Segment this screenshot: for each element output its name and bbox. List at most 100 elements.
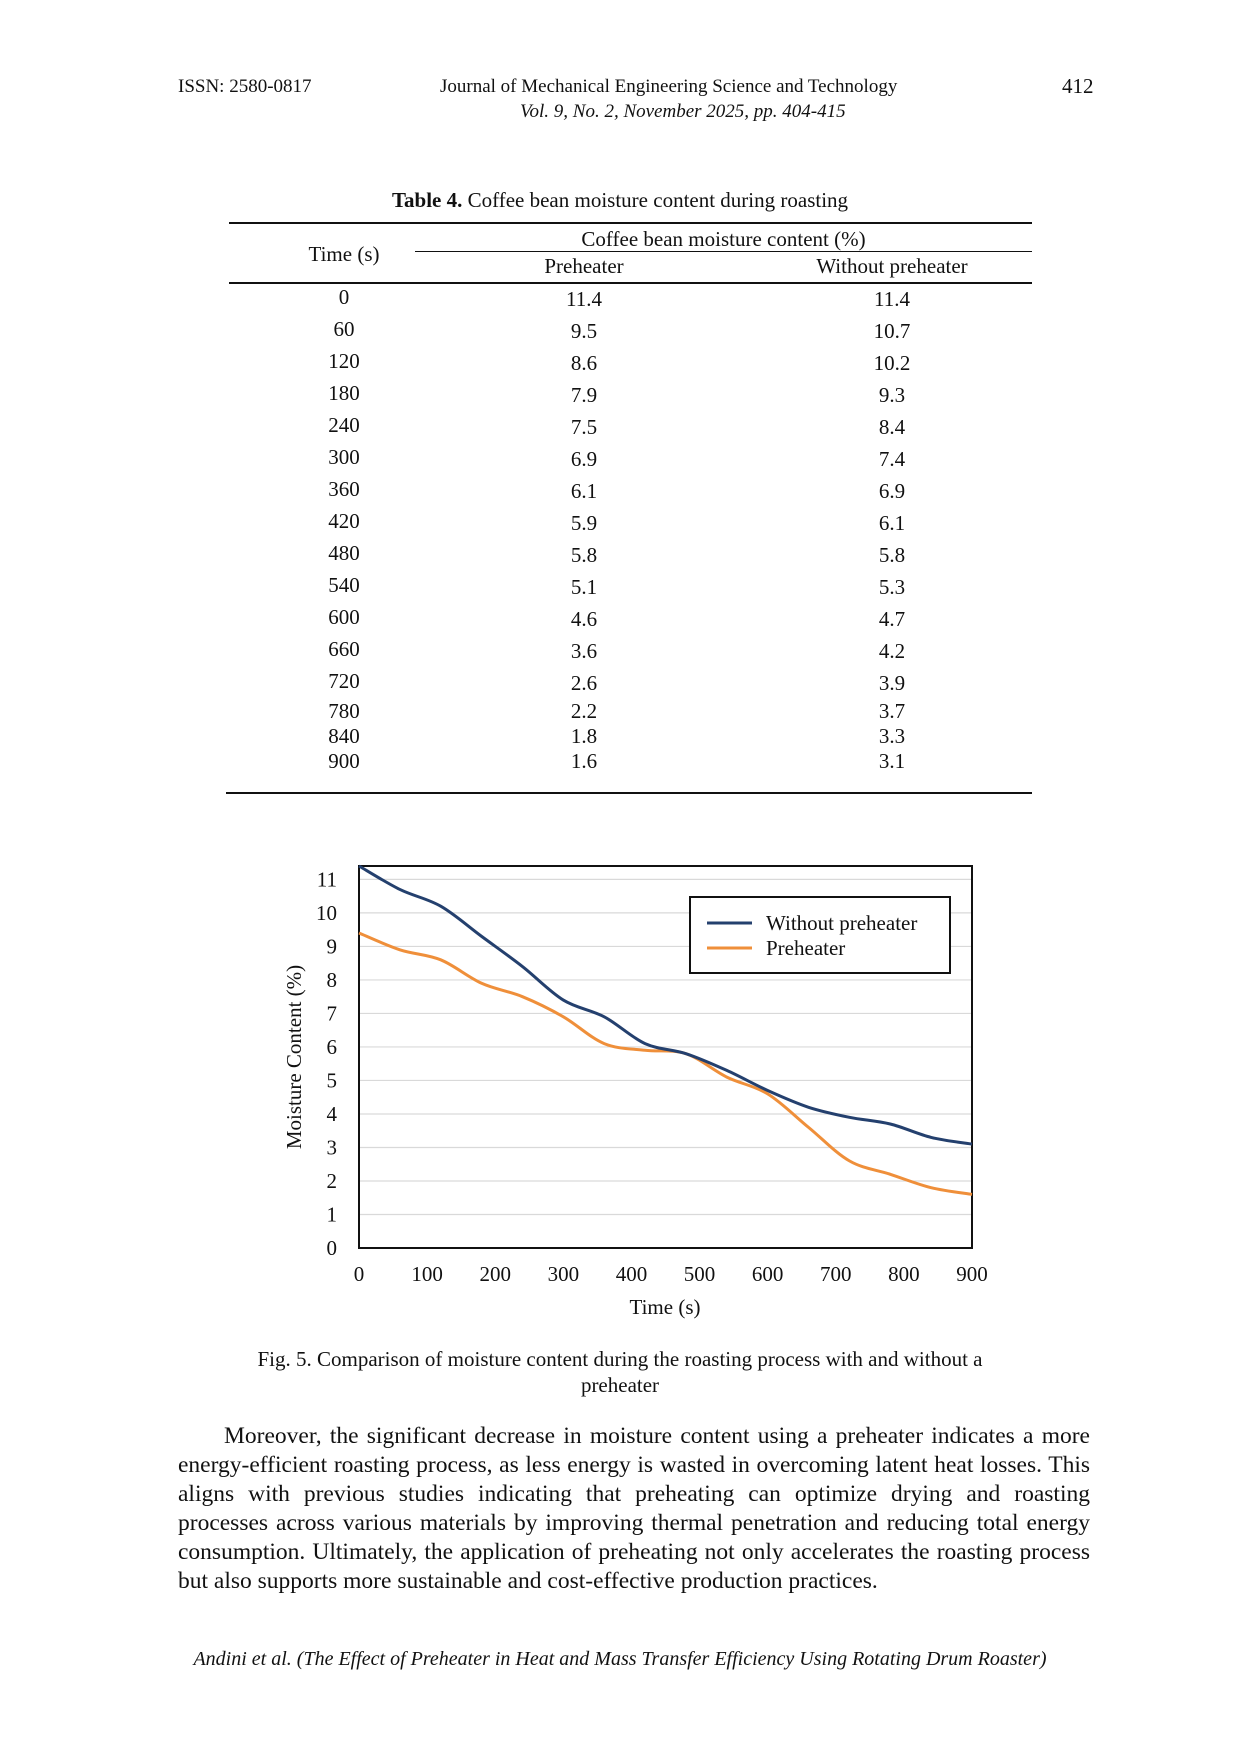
x-tick-label: 200: [479, 1262, 511, 1286]
y-tick-label: 6: [327, 1035, 338, 1059]
x-tick-label: 700: [820, 1262, 852, 1286]
table-cell-without-preheater: 11.4: [874, 287, 910, 311]
table-cell-preheater: 2.2: [570, 699, 598, 723]
table-cell-without-preheater: 3.1: [878, 749, 906, 773]
figure-caption-line-2: preheater: [580, 1373, 660, 1397]
legend-entry-preheater: Preheater: [766, 936, 845, 960]
y-tick-label: 3: [327, 1135, 338, 1159]
table-cell-preheater: 2.6: [570, 671, 598, 695]
x-tick-label: 800: [888, 1262, 920, 1286]
header-volume: Vol. 9, No. 2, November 2025, pp. 404-41…: [520, 101, 846, 122]
chart-gridlines: [359, 878, 972, 1216]
table-cell-preheater: 5.1: [570, 575, 598, 599]
table-cell-time: 720: [328, 669, 360, 693]
table-cell-time: 600: [328, 605, 360, 629]
table-cell-preheater: 4.6: [570, 607, 598, 631]
table-cell-without-preheater: 5.8: [878, 543, 906, 567]
table-cell-time: 540: [328, 573, 360, 597]
y-tick-label: 4: [327, 1102, 338, 1126]
x-axis-label: Time (s): [630, 1295, 701, 1319]
table-cell-preheater: 5.8: [570, 543, 598, 567]
table-cell-without-preheater: 4.7: [878, 607, 906, 631]
header-journal-title: Journal of Mechanical Engineering Scienc…: [440, 76, 898, 97]
legend-entry-without-preheater: Without preheater: [766, 911, 917, 935]
table-header-without-preheater: Without preheater: [816, 254, 968, 278]
table-cell-without-preheater: 3.9: [878, 671, 906, 695]
table-header-time: Time (s): [308, 242, 380, 266]
table-group-rule: [415, 251, 1032, 252]
table-cell-time: 360: [328, 477, 360, 501]
body-paragraph: Moreover, the significant decrease in mo…: [178, 1423, 1090, 1594]
table-cell-preheater: 6.9: [570, 447, 598, 471]
y-tick-label: 2: [327, 1169, 338, 1193]
table-cell-without-preheater: 6.9: [878, 479, 906, 503]
table-cell-time: 120: [328, 349, 360, 373]
series-line-preheater: [358, 931, 973, 1196]
table-cell-preheater: 6.1: [570, 479, 598, 503]
x-tick-label: 900: [956, 1262, 988, 1286]
figure-caption-line-1: Fig. 5. Comparison of moisture content d…: [257, 1347, 983, 1371]
table-cell-time: 300: [328, 445, 360, 469]
table-cell-preheater: 5.9: [570, 511, 598, 535]
y-tick-label: 8: [327, 968, 338, 992]
y-tick-label: 5: [327, 1068, 338, 1092]
table-caption: Table 4. Coffee bean moisture content du…: [0, 188, 1240, 213]
table-header-rule: [229, 282, 1032, 284]
table-cell-without-preheater: 10.7: [873, 319, 911, 343]
table-cell-time: 420: [328, 509, 360, 533]
y-axis-ticks: 0 1 2 3 4 5 6 7 8 9 10 11: [316, 867, 338, 1260]
table-cell-without-preheater: 9.3: [878, 383, 906, 407]
y-tick-label: 7: [327, 1001, 338, 1025]
table-cell-time: 240: [328, 413, 360, 437]
table-cell-time: 840: [328, 724, 360, 748]
table-header-preheater: Preheater: [544, 254, 624, 278]
table-top-rule: [229, 222, 1032, 224]
table-cell-preheater: 1.8: [570, 724, 598, 748]
table-cell-without-preheater: 10.2: [873, 351, 911, 375]
table-cell-time: 180: [328, 381, 360, 405]
table-cell-preheater: 8.6: [570, 351, 598, 375]
x-tick-label: 600: [752, 1262, 784, 1286]
chart-series: [358, 864, 973, 1196]
table-cell-without-preheater: 6.1: [878, 511, 906, 535]
table-cell-preheater: 7.9: [570, 383, 598, 407]
y-tick-label: 11: [317, 867, 337, 891]
y-tick-label: 10: [316, 901, 337, 925]
series-line-without-preheater: [358, 864, 973, 1146]
y-axis-label: Moisture Content (%): [282, 965, 306, 1149]
x-tick-label: 0: [354, 1262, 365, 1286]
table-cell-without-preheater: 4.2: [878, 639, 906, 663]
table-header-group: Coffee bean moisture content (%): [581, 227, 866, 251]
x-axis-ticks: 0 100 200 300 400 500 600 700 800 900: [354, 1262, 988, 1286]
x-tick-label: 500: [684, 1262, 716, 1286]
table-cell-preheater: 3.6: [570, 639, 598, 663]
table-cell-without-preheater: 8.4: [878, 415, 906, 439]
table-cell-time: 480: [328, 541, 360, 565]
table-cell-preheater: 11.4: [566, 287, 602, 311]
x-tick-label: 400: [616, 1262, 648, 1286]
chart-legend: Without preheater Preheater: [689, 896, 951, 974]
table-cell-time: 780: [328, 699, 360, 723]
table-cell-preheater: 1.6: [570, 749, 598, 773]
x-tick-label: 100: [411, 1262, 443, 1286]
table-cell-without-preheater: 3.7: [878, 699, 906, 723]
x-tick-label: 300: [548, 1262, 580, 1286]
plot-area-frame: [358, 865, 973, 1249]
table-cell-preheater: 7.5: [570, 415, 598, 439]
legend-frame: [689, 896, 951, 974]
header-issn: ISSN: 2580-0817: [178, 76, 312, 97]
table-cell-time: 900: [328, 749, 360, 773]
table-cell-without-preheater: 3.3: [878, 724, 906, 748]
page-footer: Andini et al. (The Effect of Preheater i…: [193, 1648, 1047, 1670]
table-cell-preheater: 9.5: [570, 319, 598, 343]
table-cell-without-preheater: 5.3: [878, 575, 906, 599]
table-caption-label: Table 4.: [391, 188, 463, 212]
table-caption-text: Coffee bean moisture content during roas…: [462, 188, 849, 212]
y-tick-label: 0: [327, 1236, 338, 1260]
table-cell-time: 60: [333, 317, 355, 341]
table-bottom-rule: [226, 792, 1032, 794]
page-number: 412: [1062, 74, 1094, 98]
figure-caption: Fig. 5. Comparison of moisture content d…: [0, 1346, 1240, 1398]
y-tick-label: 9: [327, 934, 338, 958]
table-cell-without-preheater: 7.4: [878, 447, 906, 471]
